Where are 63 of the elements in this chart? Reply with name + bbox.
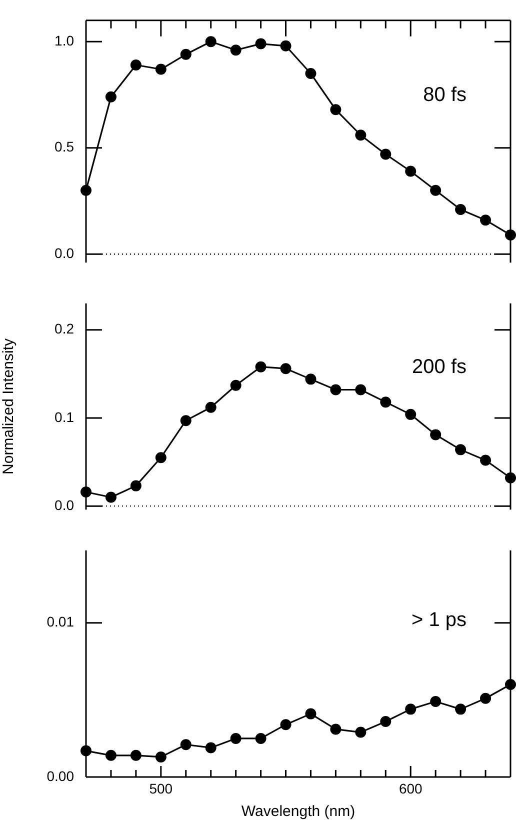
point xyxy=(155,751,166,762)
point xyxy=(430,696,442,707)
point xyxy=(455,704,466,715)
point xyxy=(280,363,292,374)
point xyxy=(230,732,242,744)
y-tick-label: 0.00 xyxy=(46,768,74,784)
point xyxy=(455,204,466,215)
x-tick-label: 600 xyxy=(398,780,423,796)
point xyxy=(380,148,392,160)
point xyxy=(355,130,366,141)
y-tick-label: 0.2 xyxy=(54,320,74,337)
point xyxy=(355,384,366,396)
point xyxy=(105,492,116,503)
point xyxy=(330,104,342,116)
x-tick-label: 500 xyxy=(149,780,173,796)
y-tick-label: 0.0 xyxy=(54,496,74,513)
point xyxy=(405,704,416,715)
point xyxy=(230,380,242,391)
point xyxy=(130,480,142,492)
point xyxy=(280,719,292,730)
x-axis-title: Wavelength (nm) xyxy=(241,803,356,820)
point xyxy=(155,64,166,75)
point xyxy=(280,40,292,52)
point xyxy=(205,36,216,48)
point xyxy=(180,415,192,426)
point xyxy=(205,402,216,413)
annotation: 80 fs xyxy=(423,84,466,106)
point xyxy=(405,166,416,177)
point xyxy=(330,724,342,735)
point xyxy=(480,454,492,466)
y-axis-title: Normalized Intensity xyxy=(0,338,18,474)
annotation: > 1 ps xyxy=(411,609,466,632)
point xyxy=(305,68,316,80)
point xyxy=(355,726,366,738)
y-tick-label: 0.0 xyxy=(54,244,74,261)
point xyxy=(480,692,492,704)
point xyxy=(180,48,192,60)
y-tick-label: 1.0 xyxy=(54,32,74,49)
point xyxy=(305,374,316,385)
point xyxy=(205,742,216,754)
point xyxy=(255,732,266,744)
point xyxy=(155,452,166,464)
point xyxy=(305,708,316,720)
point xyxy=(130,60,142,71)
point xyxy=(380,396,392,408)
y-tick-label: 0.01 xyxy=(46,614,74,630)
annotation: 200 fs xyxy=(412,356,466,378)
point xyxy=(480,214,492,226)
point xyxy=(405,408,416,420)
point xyxy=(230,44,242,56)
point xyxy=(105,750,116,761)
point xyxy=(430,184,442,196)
point xyxy=(255,38,266,50)
point xyxy=(380,716,392,728)
y-tick-label: 0.5 xyxy=(54,138,74,155)
point xyxy=(130,750,142,761)
point xyxy=(180,739,192,750)
point xyxy=(455,444,466,456)
point xyxy=(330,384,342,396)
point xyxy=(105,91,116,102)
y-tick-label: 0.1 xyxy=(54,408,74,425)
point xyxy=(430,429,442,440)
point xyxy=(255,361,266,372)
